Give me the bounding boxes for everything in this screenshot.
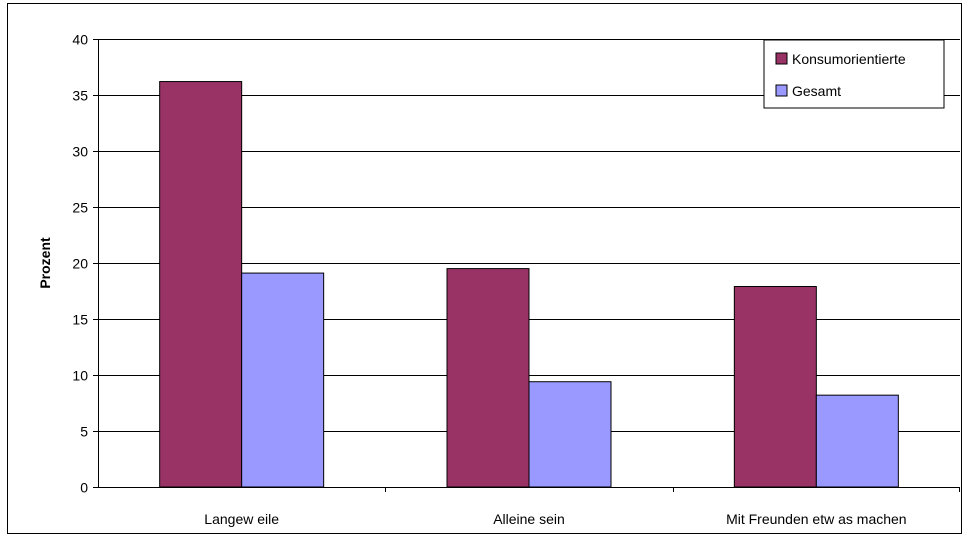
legend: Konsumorientierte Gesamt xyxy=(763,39,945,109)
y-tick-label: 20 xyxy=(72,256,88,272)
bar-konsumorientierte-2 xyxy=(446,268,530,488)
x-tick-label: Langew eile xyxy=(204,511,279,527)
y-tick-label: 30 xyxy=(72,144,88,160)
y-tick-label: 10 xyxy=(72,368,88,384)
legend-swatch-gesamt xyxy=(775,84,788,97)
legend-label-konsumorientierte: Konsumorientierte xyxy=(792,51,906,67)
x-tick-label: Alleine sein xyxy=(493,511,565,527)
y-tick-labels: 0 5 10 15 20 25 30 35 40 xyxy=(72,32,88,496)
y-tick-label: 25 xyxy=(72,200,88,216)
bar-konsumorientierte-3 xyxy=(733,286,817,488)
axes xyxy=(93,39,960,492)
legend-box xyxy=(763,39,945,109)
x-tick-label: Mit Freunden etw as machen xyxy=(726,511,907,527)
y-tick-label: 40 xyxy=(72,32,88,48)
y-axis-label: Prozent xyxy=(37,237,53,289)
bar-gesamt-2 xyxy=(528,381,612,488)
y-tick-label: 0 xyxy=(80,480,88,496)
x-tick-labels: Langew eile Alleine sein Mit Freunden etw … xyxy=(204,511,906,527)
bars xyxy=(159,81,899,488)
legend-swatch-konsumorientierte xyxy=(775,52,788,65)
bar-gesamt-1 xyxy=(241,272,325,488)
bar-gesamt-3 xyxy=(815,394,899,488)
bar-konsumorientierte-1 xyxy=(159,81,243,488)
y-tick-label: 15 xyxy=(72,312,88,328)
y-tick-label: 35 xyxy=(72,88,88,104)
legend-label-gesamt: Gesamt xyxy=(792,83,841,99)
y-tick-label: 5 xyxy=(80,424,88,440)
